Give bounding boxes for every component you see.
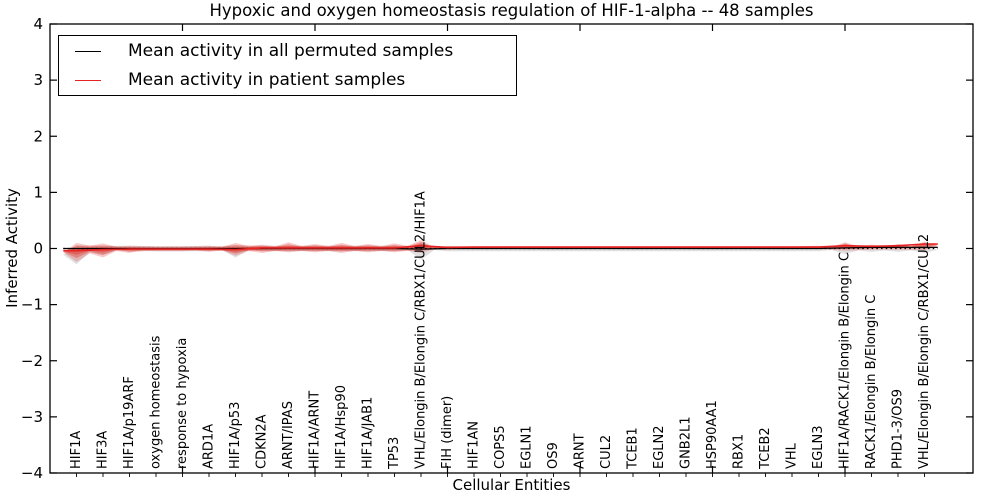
band-patient-mid	[63, 242, 938, 258]
x-entity-label: VHL/Elongin B/Elongin C/RBX1/CUL2	[917, 234, 932, 469]
x-entity-label: HIF1A/Hsp90	[334, 385, 349, 469]
y-tick-label: 0	[33, 240, 43, 258]
x-entity-label: TCEB2	[758, 427, 773, 470]
y-tick-label: −2	[21, 352, 43, 370]
legend-item-patient: Mean activity in patient samples	[59, 66, 516, 95]
x-entity-label: HIF1A/JAB1	[361, 397, 376, 469]
y-tick-label: 1	[33, 183, 43, 201]
x-entity-label: TP53	[387, 437, 402, 470]
legend-item-permuted: Mean activity in all permuted samples	[59, 37, 516, 66]
x-entity-label: HIF1A/ARNT	[308, 391, 323, 469]
x-entity-label: CDKN2A	[255, 414, 270, 469]
band-patient-outer	[63, 240, 938, 262]
x-entity-label: TCEB1	[626, 427, 641, 470]
x-entity-label: COPS5	[493, 425, 508, 469]
x-entity-label: HIF1AN	[467, 421, 482, 469]
y-tick-label: 3	[33, 71, 43, 89]
x-entity-label: CUL2	[599, 435, 614, 469]
x-entity-label: HIF1A/p19ARF	[122, 376, 137, 469]
x-axis-label: Cellular Entities	[452, 476, 571, 494]
x-entity-label: GNB2L1	[679, 416, 694, 469]
legend: Mean activity in all permuted samples Me…	[58, 35, 517, 96]
x-entity-label: RACK1/Elongin B/Elongin C	[864, 295, 879, 469]
y-axis-label: Inferred Activity	[3, 188, 21, 308]
y-tick-label: −4	[21, 464, 43, 482]
x-entity-label: RBX1	[732, 434, 747, 469]
x-entity-label: FIH (dimer)	[440, 396, 455, 469]
mean-line-patient	[63, 243, 938, 252]
x-entity-label: HIF1A/RACK1/Elongin B/Elongin C	[838, 252, 853, 469]
y-tick-label: −3	[21, 408, 43, 426]
x-entity-label: PHD1-3/OS9	[891, 389, 906, 469]
legend-item-label: Mean activity in all permuted samples	[128, 41, 454, 61]
x-entity-label: ARD1A	[202, 424, 217, 469]
x-entity-label: VHL	[785, 442, 800, 469]
x-entity-label: EGLN2	[652, 425, 667, 469]
x-entity-label: response to hypoxia	[175, 338, 190, 469]
x-entity-label: EGLN3	[811, 425, 826, 469]
legend-item-label: Mean activity in patient samples	[128, 70, 406, 90]
x-entity-label: ARNT/IPAS	[281, 401, 296, 469]
x-entity-label: EGLN1	[520, 425, 535, 469]
y-tick-label: 2	[33, 127, 43, 145]
x-entity-label: ARNT	[573, 433, 588, 469]
y-tick-label: 4	[33, 15, 43, 33]
x-entity-label: OS9	[546, 442, 561, 469]
y-tick-label: −1	[21, 296, 43, 314]
x-entity-label: HIF3A	[96, 431, 111, 469]
x-entity-label: oxygen homeostasis	[149, 335, 164, 469]
permuted-line-swatch-icon	[75, 50, 101, 52]
x-entity-label: HIF1A/p53	[228, 402, 243, 469]
chart-title: Hypoxic and oxygen homeostasis regulatio…	[209, 1, 814, 20]
patient-line-swatch-icon	[75, 79, 101, 81]
x-entity-label: HSP90AA1	[705, 400, 720, 469]
x-entity-label: HIF1A	[69, 431, 84, 469]
x-entity-label: VHL/Elongin B/Elongin C/RBX1/CUL2/HIF1A	[414, 191, 429, 469]
